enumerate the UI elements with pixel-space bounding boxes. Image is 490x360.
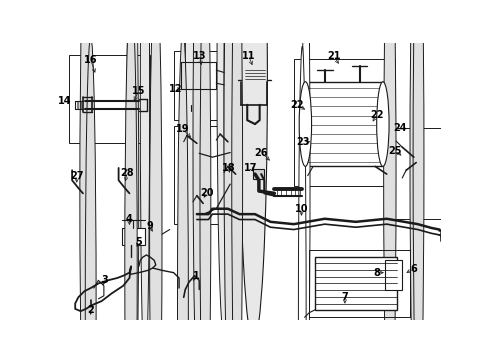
Bar [294, 59, 394, 186]
Text: 26: 26 [254, 148, 268, 158]
Text: 27: 27 [70, 171, 83, 181]
Text: 17: 17 [245, 163, 258, 173]
Text: 14: 14 [58, 96, 72, 106]
Text: 3: 3 [101, 275, 108, 285]
Text: 1: 1 [193, 271, 199, 281]
Bar [316, 257, 397, 310]
Bar [122, 228, 145, 245]
Ellipse shape [298, 46, 306, 360]
Ellipse shape [299, 82, 312, 166]
Text: 20: 20 [200, 188, 214, 198]
Ellipse shape [302, 0, 310, 360]
Ellipse shape [193, 0, 205, 360]
Text: 6: 6 [411, 264, 417, 274]
Bar [69, 55, 150, 143]
Bar [305, 82, 383, 166]
Text: 16: 16 [84, 55, 98, 65]
Ellipse shape [177, 30, 188, 360]
Text: 21: 21 [327, 51, 341, 61]
Bar [173, 51, 240, 120]
Ellipse shape [80, 0, 92, 360]
Ellipse shape [140, 0, 149, 360]
Ellipse shape [126, 0, 139, 360]
Text: 11: 11 [242, 51, 256, 61]
Ellipse shape [232, 0, 243, 360]
Bar [385, 260, 402, 289]
Text: 19: 19 [176, 125, 190, 134]
Text: 10: 10 [295, 204, 308, 214]
Ellipse shape [185, 0, 197, 360]
Ellipse shape [200, 0, 211, 360]
Ellipse shape [384, 0, 396, 360]
Bar [253, 169, 264, 180]
Ellipse shape [224, 0, 236, 360]
Text: 25: 25 [389, 146, 402, 156]
Text: 22: 22 [370, 110, 383, 120]
Text: 9: 9 [146, 221, 153, 231]
Ellipse shape [410, 0, 422, 360]
Text: 22: 22 [290, 100, 304, 110]
Ellipse shape [224, 0, 236, 353]
Bar [309, 249, 410, 316]
Text: 13: 13 [193, 50, 206, 60]
Ellipse shape [377, 82, 389, 166]
Ellipse shape [125, 0, 137, 360]
Text: 23: 23 [296, 137, 310, 147]
Text: 24: 24 [393, 123, 407, 133]
Text: 18: 18 [222, 163, 236, 173]
Ellipse shape [217, 0, 231, 338]
Text: 8: 8 [373, 267, 380, 278]
Text: 15: 15 [132, 86, 146, 96]
Text: 28: 28 [121, 167, 134, 177]
Text: 12: 12 [169, 84, 183, 94]
Ellipse shape [149, 0, 162, 360]
Ellipse shape [413, 0, 424, 360]
Text: 5: 5 [135, 237, 142, 247]
Text: 4: 4 [126, 214, 133, 224]
Bar [391, 128, 441, 219]
Ellipse shape [240, 0, 268, 342]
Ellipse shape [85, 36, 96, 360]
Text: 7: 7 [342, 292, 348, 302]
Bar [173, 126, 247, 224]
Text: 2: 2 [87, 305, 94, 315]
